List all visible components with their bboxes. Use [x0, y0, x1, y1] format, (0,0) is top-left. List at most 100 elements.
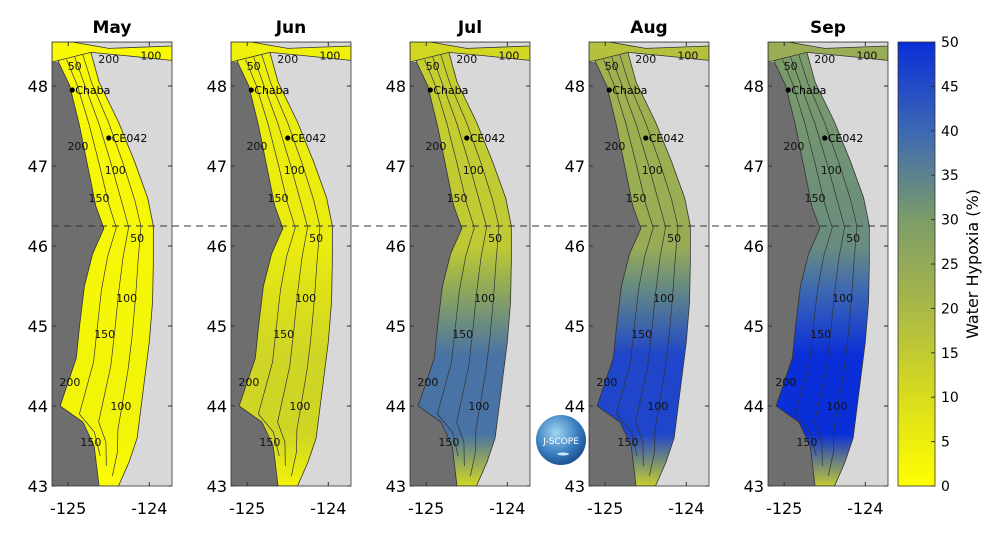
x-tick-label: -124 — [668, 499, 704, 518]
panel-title: Jul — [457, 18, 482, 38]
isobath-contour-150 — [66, 59, 117, 457]
contour-label: 50 — [784, 60, 798, 73]
logo-text: J-SCOPE — [542, 437, 579, 447]
colorbar-tick-label: 25 — [941, 257, 959, 273]
contour-label: 150 — [810, 328, 831, 341]
contour-label: 200 — [814, 53, 835, 66]
station-label: CE042 — [291, 132, 327, 145]
map-panel-aug: 50 100 150 200 100 150 200 150 100 50 200 100 Chaba C… — [565, 18, 710, 518]
station-marker — [248, 87, 254, 93]
y-tick-label: 46 — [28, 237, 48, 256]
contour-label: 100 — [821, 164, 842, 177]
contour-label: 200 — [775, 376, 796, 389]
fish-icon — [557, 452, 569, 456]
map-content: 50 100 150 200 100 150 200 150 100 50 200 100 Chaba C… — [231, 42, 351, 486]
y-tick-label: 48 — [744, 77, 764, 96]
panel-frame — [588, 41, 710, 487]
shelf-hypoxia-field — [774, 52, 870, 486]
map-content: 50 100 150 200 100 150 200 150 100 50 200 100 Chaba C… — [52, 42, 172, 486]
north-land — [251, 42, 351, 49]
map-panel-jul: 50 100 150 200 100 150 200 150 100 50 200 100 Chaba C… — [386, 18, 531, 518]
x-tick-label: -124 — [489, 499, 525, 518]
isobath-contour-150 — [245, 59, 296, 457]
contour-label: 100 — [647, 400, 668, 413]
contour-label: 100 — [140, 50, 161, 63]
contour-label: 100 — [856, 50, 877, 63]
contour-label: 100 — [105, 164, 126, 177]
contour-label: 200 — [604, 140, 625, 153]
station-label: Chaba — [612, 84, 647, 97]
colorbar-tick-label: 45 — [941, 79, 959, 95]
isobath-contour-100 — [432, 57, 487, 467]
contour-label: 50 — [68, 60, 82, 73]
station-label: CE042 — [470, 132, 506, 145]
colorbar-tick-label: 30 — [941, 213, 959, 229]
contour-label: 100 — [826, 400, 847, 413]
map-content: 50 100 150 200 100 150 200 150 100 50 200 100 Chaba C… — [768, 42, 888, 486]
contour-label: 100 — [116, 292, 137, 305]
contour-label: 100 — [642, 164, 663, 177]
x-tick-label: -124 — [310, 499, 346, 518]
contour-label: 150 — [805, 192, 826, 205]
ocean-area — [231, 62, 283, 486]
contour-label: 100 — [110, 400, 131, 413]
x-tick-label: -125 — [408, 499, 444, 518]
contour-label: 150 — [447, 192, 468, 205]
station-marker — [464, 135, 470, 141]
contour-label: 200 — [596, 376, 617, 389]
colorbar-tick-label: 40 — [941, 124, 959, 140]
contour-label: 100 — [289, 400, 310, 413]
north-land — [609, 42, 709, 49]
y-tick-label: 44 — [28, 397, 48, 416]
isobath-contour-150 — [424, 59, 475, 457]
contour-label: 200 — [59, 376, 80, 389]
y-tick-label: 47 — [565, 157, 585, 176]
panel-title: Jun — [275, 18, 307, 38]
contour-label: 150 — [617, 436, 638, 449]
colorbar-tick-label: 10 — [941, 390, 959, 406]
y-tick-label: 44 — [744, 397, 764, 416]
contour-label: 100 — [463, 164, 484, 177]
colorbar-scale — [897, 41, 936, 487]
panel-frame — [230, 41, 352, 487]
isobath-contour-100 — [611, 57, 666, 467]
y-tick-label: 43 — [28, 477, 48, 496]
contour-label: 100 — [295, 292, 316, 305]
contour-label: 100 — [677, 50, 698, 63]
ocean-area — [768, 62, 820, 486]
isobath-contour-50 — [619, 54, 679, 477]
contour-label: 150 — [631, 328, 652, 341]
j-scope-logo: J-SCOPE — [536, 415, 586, 465]
colorbar-tick-label: 35 — [941, 168, 959, 184]
y-tick-label: 47 — [28, 157, 48, 176]
panel-title: Aug — [630, 18, 667, 38]
station-label: Chaba — [433, 84, 468, 97]
station-marker — [69, 87, 75, 93]
isobath-contour-50 — [261, 54, 321, 477]
x-tick-label: -124 — [847, 499, 883, 518]
panel-title: Sep — [810, 18, 846, 38]
colorbar: 0 5 10 15 20 25 30 35 40 45 50 Water Hypoxia (%) — [897, 35, 982, 495]
contour-label: 200 — [425, 140, 446, 153]
contour-label: 100 — [498, 50, 519, 63]
station-label: Chaba — [75, 84, 110, 97]
contour-label: 50 — [309, 232, 323, 245]
contour-label: 200 — [246, 140, 267, 153]
isobath-contour-100 — [253, 57, 308, 467]
station-marker — [643, 135, 649, 141]
shelf-hypoxia-field — [595, 52, 691, 486]
contour-label: 200 — [277, 53, 298, 66]
contour-label: 200 — [417, 376, 438, 389]
colorbar-tick-label: 20 — [941, 301, 959, 317]
y-tick-label: 45 — [207, 317, 227, 336]
north-land — [788, 42, 888, 49]
y-tick-label: 43 — [565, 477, 585, 496]
y-tick-label: 48 — [28, 77, 48, 96]
station-marker — [106, 135, 112, 141]
station-label: CE042 — [649, 132, 685, 145]
station-marker — [427, 87, 433, 93]
y-tick-label: 43 — [207, 477, 227, 496]
station-marker — [822, 135, 828, 141]
contour-label: 150 — [626, 192, 647, 205]
x-tick-label: -124 — [131, 499, 167, 518]
